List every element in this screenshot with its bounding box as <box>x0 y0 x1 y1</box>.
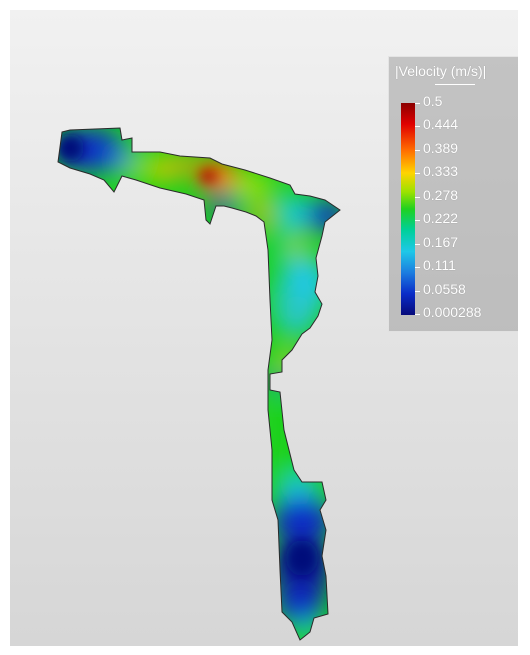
legend-title-underline <box>435 84 475 85</box>
legend-title: |Velocity (m/s)| <box>395 63 487 79</box>
legend-tick-label: 0.167 <box>423 233 459 250</box>
legend-tick-mark <box>415 220 420 222</box>
legend-tick-label: 0.111 <box>423 257 456 274</box>
legend-tick-label: 0.5 <box>423 93 443 109</box>
legend-tick-label: 0.222 <box>423 210 459 227</box>
legend-tick-mark <box>415 290 420 292</box>
legend-tick-mark <box>415 103 420 104</box>
legend-tick-mark <box>415 243 420 245</box>
render-viewport[interactable]: |Velocity (m/s)| 0.5 0.444 0.389 0.333 0.278… <box>10 10 518 646</box>
legend-tick-mark <box>415 126 420 128</box>
legend-tick-mark <box>415 314 420 315</box>
legend-tick-mark <box>415 149 420 151</box>
legend-tick-mark <box>415 267 420 269</box>
legend-tick-label: 0.278 <box>423 186 459 203</box>
legend-tick-label: 0.389 <box>423 139 459 156</box>
legend-tick-mark <box>415 173 420 175</box>
color-legend: |Velocity (m/s)| 0.5 0.444 0.389 0.333 0.278… <box>388 56 518 332</box>
legend-tick-label: 0.444 <box>423 116 459 133</box>
legend-tick-label: 0.0558 <box>423 280 466 297</box>
colorbar <box>401 103 415 315</box>
legend-tick-mark <box>415 196 420 198</box>
legend-tick-label: 0.000288 <box>423 304 482 320</box>
velocity-field-plot <box>57 127 341 641</box>
legend-tick-label: 0.333 <box>423 163 459 180</box>
domain-outline <box>57 127 341 641</box>
